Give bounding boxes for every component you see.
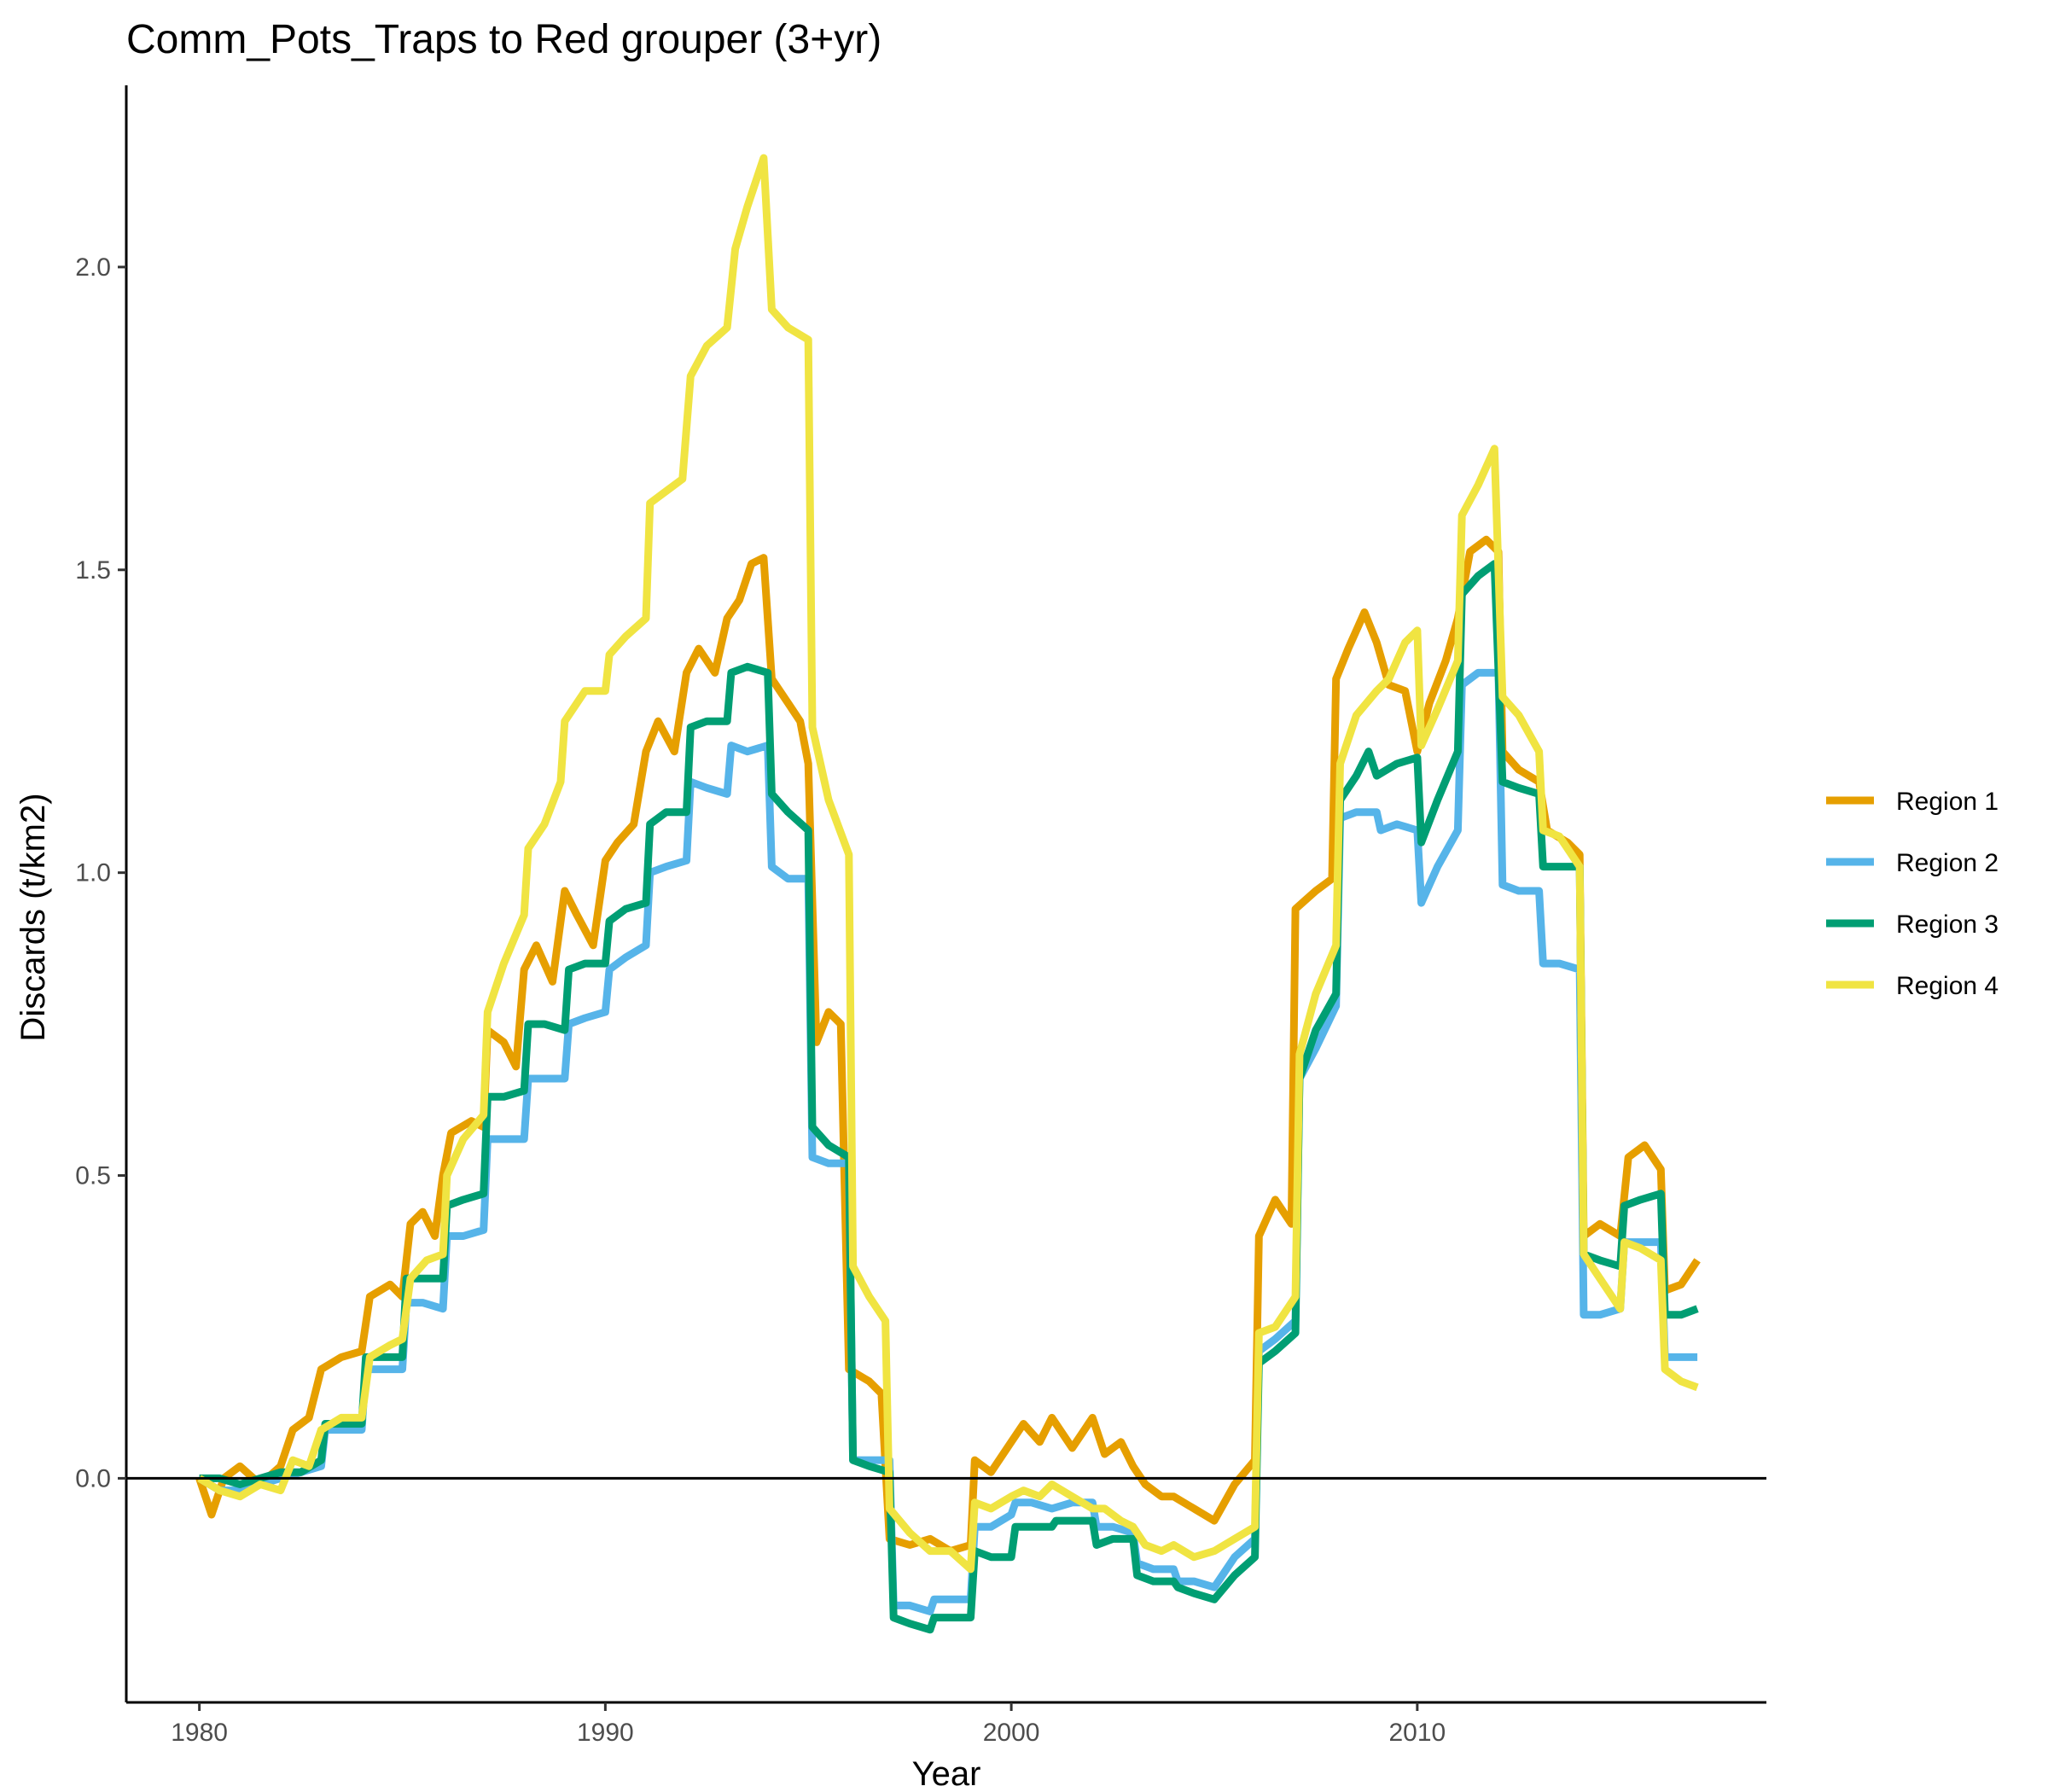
x-tick-label: 2000 [983,1719,1040,1747]
y-axis-title: Discards (t/km2) [15,793,52,1041]
y-tick-label: 1.5 [75,556,111,585]
series-line-region-2 [197,668,1698,1615]
series-line-region-4 [197,154,1699,1574]
legend-label-region-4: Region 4 [1896,972,1999,1000]
legend-label-region-3: Region 3 [1896,911,1999,939]
y-tick-label: 1.0 [75,859,111,887]
x-tick-label: 1980 [171,1719,228,1747]
y-tick-label: 2.0 [75,253,111,282]
series-layer [195,154,1701,1634]
chart-title: Comm_Pots_Traps to Red grouper (3+yr) [126,17,881,62]
axes-layer: 0.0 0.5 1.0 1.5 2.0 1980 1990 2000 2010 [75,85,1766,1747]
x-axis-title: Year [912,1755,981,1792]
legend-label-region-2: Region 2 [1896,849,1999,877]
x-tick-label: 1990 [577,1719,634,1747]
series-line-region-3 [199,560,1699,1634]
legend-label-region-1: Region 1 [1896,788,1999,816]
legend: Region 1 Region 2 Region 3 Region 4 [1826,788,1999,1000]
series-line-region-1 [195,535,1701,1556]
y-tick-label: 0.5 [75,1162,111,1190]
y-tick-label: 0.0 [75,1464,111,1492]
x-tick-label: 2010 [1388,1719,1446,1747]
